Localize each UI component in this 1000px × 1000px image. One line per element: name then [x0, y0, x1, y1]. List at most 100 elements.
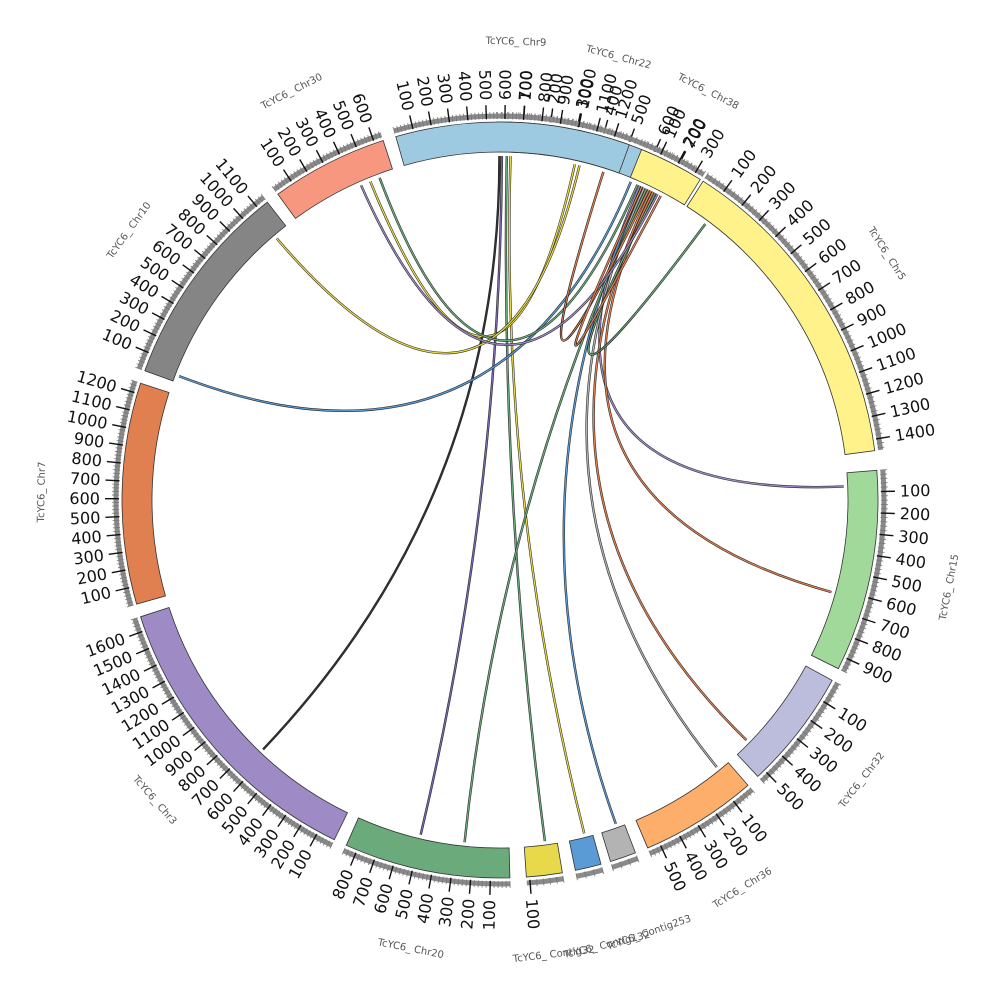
major-tick — [261, 804, 272, 817]
minor-tick — [704, 172, 709, 179]
minor-tick — [257, 196, 263, 203]
minor-tick — [173, 290, 180, 295]
minor-tick — [186, 724, 193, 729]
minor-tick — [592, 869, 596, 877]
minor-tick — [869, 405, 877, 408]
minor-tick — [864, 609, 872, 613]
minor-tick — [113, 469, 121, 471]
minor-tick — [877, 446, 885, 449]
minor-tick — [227, 770, 233, 777]
minor-tick — [555, 876, 558, 884]
minor-tick — [183, 274, 190, 280]
minor-tick — [278, 812, 284, 819]
major-tick — [182, 264, 195, 274]
major-tick — [143, 329, 157, 337]
tick-label: 600 — [496, 69, 515, 100]
minor-tick — [649, 143, 654, 150]
minor-tick — [341, 847, 346, 855]
minor-tick — [556, 116, 559, 124]
minor-tick — [277, 181, 283, 188]
minor-tick — [243, 208, 249, 215]
tick-band-chr38 — [642, 141, 705, 177]
major-tick — [868, 597, 882, 603]
minor-tick — [627, 858, 631, 866]
minor-tick — [785, 752, 791, 758]
minor-tick — [377, 131, 381, 139]
chromosome-label-chr7: TcYC6_ Chr7 — [36, 462, 48, 524]
minor-tick — [648, 850, 652, 858]
minor-tick — [840, 669, 848, 674]
minor-tick — [124, 400, 132, 404]
major-tick — [679, 835, 687, 849]
minor-tick — [563, 117, 566, 125]
minor-tick — [322, 154, 327, 162]
minor-tick — [216, 234, 223, 240]
minor-tick — [374, 132, 378, 140]
major-tick — [865, 389, 880, 395]
minor-tick — [743, 792, 749, 799]
minor-tick — [115, 450, 123, 453]
minor-tick — [784, 241, 791, 248]
minor-tick — [117, 436, 125, 439]
minor-tick — [444, 115, 447, 123]
major-tick — [120, 387, 135, 394]
chromosome-contig253 — [601, 824, 636, 862]
minor-tick — [194, 259, 201, 265]
minor-tick — [204, 248, 211, 254]
major-tick — [781, 755, 794, 766]
minor-tick — [296, 169, 301, 176]
minor-tick — [284, 816, 290, 824]
minor-tick — [684, 160, 689, 168]
link-chr22-chr36 — [586, 187, 718, 768]
minor-tick — [834, 681, 842, 686]
minor-tick — [283, 177, 289, 184]
minor-tick — [113, 530, 121, 532]
minor-tick — [548, 115, 551, 123]
minor-tick — [159, 312, 167, 317]
minor-tick — [793, 741, 800, 747]
minor-tick — [611, 864, 614, 872]
minor-tick — [280, 179, 286, 186]
minor-tick — [691, 164, 696, 172]
minor-tick — [356, 854, 360, 861]
major-tick — [151, 312, 165, 321]
minor-tick — [140, 352, 148, 357]
minor-tick — [781, 238, 788, 244]
minor-tick — [730, 191, 736, 198]
minor-tick — [179, 715, 186, 720]
major-tick — [758, 209, 770, 222]
major-tick — [161, 295, 174, 305]
major-tick — [206, 754, 218, 766]
minor-tick — [874, 568, 882, 571]
minor-tick — [246, 788, 252, 795]
minor-tick — [403, 123, 407, 131]
major-tick — [822, 700, 836, 710]
major-tick — [111, 569, 126, 574]
minor-tick — [309, 832, 314, 839]
chromosome-label-chr3: TcYC6_ Chr3 — [130, 773, 179, 827]
minor-tick — [663, 149, 668, 157]
minor-tick — [113, 465, 121, 467]
minor-tick — [235, 778, 241, 785]
minor-tick — [206, 749, 213, 755]
minor-tick — [656, 847, 660, 854]
minor-tick — [306, 830, 311, 837]
minor-tick — [185, 271, 192, 277]
tick-label: 100 — [900, 481, 931, 501]
link-chr22-chr10 — [178, 181, 632, 412]
minor-tick — [421, 873, 425, 881]
tick-label: 1400 — [893, 420, 936, 445]
minor-tick — [119, 422, 127, 425]
minor-tick — [726, 806, 732, 813]
minor-tick — [114, 544, 122, 547]
minor-tick — [299, 167, 305, 174]
minor-tick — [342, 144, 347, 152]
minor-tick — [778, 235, 784, 241]
minor-tick — [836, 318, 844, 323]
minor-tick — [530, 113, 532, 121]
major-tick — [171, 279, 184, 289]
major-tick — [595, 117, 601, 132]
minor-tick — [121, 583, 129, 587]
major-tick — [741, 194, 752, 207]
minor-tick — [610, 128, 614, 136]
